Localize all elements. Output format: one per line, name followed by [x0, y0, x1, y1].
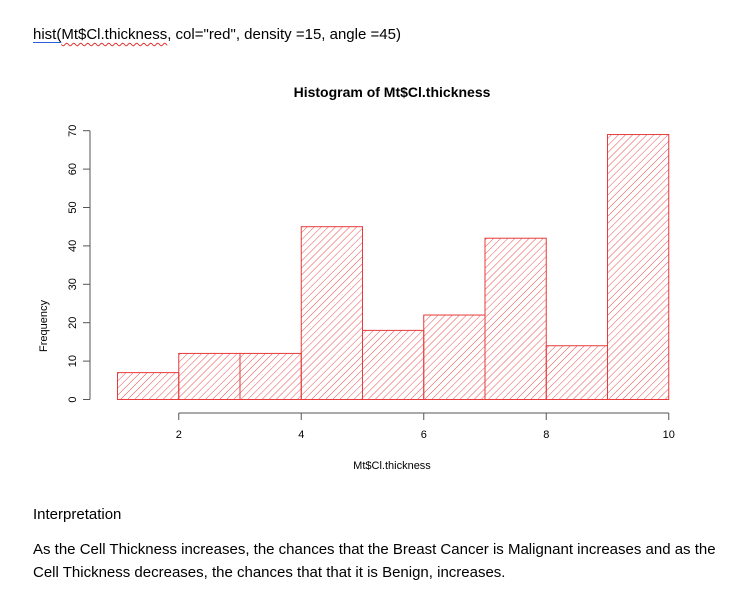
- x-tick-label: 4: [298, 429, 304, 441]
- histogram-bar: [362, 329, 425, 401]
- y-tick-label: 30: [67, 278, 79, 290]
- code-line: hist(Mt$Cl.thickness, col="red", density…: [33, 26, 401, 43]
- histogram-bar: [178, 352, 241, 401]
- histogram-chart: Histogram of Mt$Cl.thickness Frequency M…: [38, 84, 675, 472]
- histogram-bar: [300, 226, 363, 400]
- y-tick-label: 40: [67, 240, 79, 252]
- x-tick-label: 10: [663, 429, 675, 441]
- x-tick-label: 6: [421, 429, 427, 441]
- interpretation-text: As the Cell Thickness increases, the cha…: [33, 541, 716, 581]
- interpretation-heading: Interpretation: [33, 506, 122, 523]
- code-options: , col="red", density =15, angle =45): [167, 26, 401, 43]
- y-tick-label: 70: [67, 125, 79, 137]
- y-tick-label: 20: [67, 317, 79, 329]
- x-axis-label: Mt$Cl.thickness: [353, 460, 431, 472]
- y-tick-label: 10: [67, 355, 79, 367]
- histogram-bar: [607, 134, 670, 400]
- histogram-bar: [545, 345, 608, 400]
- chart-title: Histogram of Mt$Cl.thickness: [294, 84, 491, 100]
- x-tick-label: 2: [176, 429, 182, 441]
- code-argument: Mt$Cl.thickness: [61, 26, 168, 43]
- y-tick-label: 0: [67, 396, 79, 402]
- histogram-bar: [423, 314, 486, 401]
- y-axis-label: Frequency: [38, 300, 50, 352]
- x-tick-label: 8: [543, 429, 549, 441]
- histogram-bar: [239, 352, 302, 401]
- y-tick-label: 60: [67, 163, 79, 175]
- histogram-bar: [117, 372, 180, 400]
- code-function: hist(: [33, 26, 62, 43]
- histogram-bar: [484, 237, 547, 400]
- y-tick-label: 50: [67, 201, 79, 213]
